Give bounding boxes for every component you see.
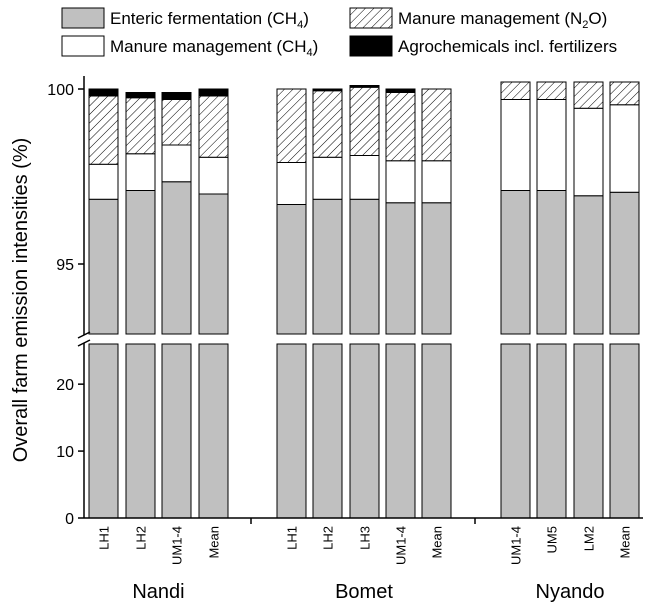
axes-layer: LH1 LH2 UM1-4 Mean LH1 LH2 LH3 UM1-4 Mean UM1-4 UM… (47, 76, 645, 603)
y-tick-label: 10 (56, 444, 74, 461)
bar-segment-manure-ch4-upper (609, 104, 640, 193)
bar-segment-enteric-upper (88, 198, 119, 335)
bar-segment-manure-ch4-upper (421, 160, 452, 204)
bar-segment-agro-upper (125, 92, 156, 99)
bar-segment-enteric-lower (573, 343, 604, 519)
bar-segment-manure-n2o-upper (349, 86, 380, 156)
category-tick-label: Mean (207, 526, 222, 559)
bar-segment-manure-n2o-upper (312, 90, 343, 158)
bar-segment-manure-n2o-upper (385, 92, 416, 162)
bar-segment-manure-n2o-upper (573, 81, 604, 109)
category-tick-label: LH3 (358, 526, 373, 550)
category-tick-label: UM5 (545, 526, 560, 553)
legend-swatch-agro (349, 35, 393, 57)
bar-segment-enteric-upper (312, 198, 343, 335)
bar-segment-manure-n2o-upper (609, 81, 640, 106)
bar-segment-enteric-lower (88, 343, 119, 519)
bar-segment-enteric-lower (161, 343, 192, 519)
bar-segment-enteric-lower (385, 343, 416, 519)
bar-segment-manure-n2o-upper (276, 88, 307, 163)
category-tick-label: LM2 (582, 526, 597, 551)
bar-segment-enteric-upper (536, 190, 567, 335)
category-tick-label: LH2 (321, 526, 336, 550)
bar-segment-enteric-lower (609, 343, 640, 519)
bar-segment-enteric-lower (536, 343, 567, 519)
legend-swatch-manure-n2o (349, 7, 393, 29)
bar-segment-enteric-lower (500, 343, 531, 519)
bar-segment-manure-n2o-upper (198, 95, 229, 158)
group-label: Bomet (335, 581, 393, 603)
bar-segment-agro-upper (385, 88, 416, 93)
category-tick-label: UM1-4 (170, 526, 185, 565)
bar-segment-enteric-lower (276, 343, 307, 519)
legend-swatch-manure-ch4 (61, 35, 105, 57)
bar-segment-enteric-lower (421, 343, 452, 519)
y-tick-label: 100 (47, 82, 74, 99)
bar-segment-agro-upper (198, 88, 229, 97)
bar-segment-enteric-upper (421, 202, 452, 335)
axis-break-band (74, 335, 645, 343)
legend-swatch-enteric (61, 7, 105, 29)
y-tick-label: 20 (56, 377, 74, 394)
bar-segment-manure-n2o-upper (421, 88, 452, 162)
bar-segment-manure-n2o-upper (536, 81, 567, 100)
bar-segment-agro-upper (88, 88, 119, 97)
y-tick-label: 95 (56, 257, 74, 274)
legend-label-agro: Agrochemicals incl. fertilizers (398, 37, 617, 56)
legend-label-enteric: Enteric fermentation (CH4) (110, 9, 309, 31)
bar-segment-manure-ch4-upper (385, 160, 416, 204)
bar-segment-enteric-upper (349, 198, 380, 335)
category-tick-label: UM1-4 (509, 526, 524, 565)
bar-segment-enteric-lower (125, 343, 156, 519)
category-tick-label: LH1 (285, 526, 300, 550)
bar-segment-manure-n2o-upper (500, 81, 531, 100)
category-tick-label: Mean (618, 526, 633, 559)
bar-segment-manure-ch4-upper (500, 99, 531, 191)
bar-segment-enteric-upper (500, 190, 531, 335)
bar-segment-enteric-upper (161, 181, 192, 335)
bar-segment-enteric-upper (573, 195, 604, 335)
bar-segment-manure-ch4-upper (573, 107, 604, 197)
legend-label-manure-ch4: Manure management (CH4) (110, 37, 318, 59)
group-label: Nandi (132, 581, 184, 603)
bar-segment-enteric-lower (349, 343, 380, 519)
bar-segment-manure-n2o-upper (161, 99, 192, 146)
category-tick-label: Mean (430, 526, 445, 559)
y-axis-label: Overall farm emission intensities (%) (10, 138, 32, 463)
bar-segment-enteric-upper (276, 204, 307, 335)
bar-segment-manure-n2o-upper (125, 97, 156, 155)
bars-layer (88, 81, 640, 519)
bar-segment-manure-ch4-upper (198, 156, 229, 195)
legend-label-manure-n2o: Manure management (N2O) (398, 9, 607, 31)
axis-break-mark (77, 339, 91, 347)
category-tick-label: UM1-4 (394, 526, 409, 565)
bar-segment-enteric-upper (609, 191, 640, 335)
bar-segment-manure-ch4-upper (349, 155, 380, 200)
bar-segment-manure-ch4-upper (312, 156, 343, 200)
bar-segment-manure-ch4-upper (161, 144, 192, 183)
bar-segment-manure-n2o-upper (88, 95, 119, 165)
bar-segment-manure-ch4-upper (125, 153, 156, 191)
bar-segment-manure-ch4-upper (276, 162, 307, 205)
bar-segment-enteric-upper (385, 202, 416, 335)
bar-segment-enteric-lower (312, 343, 343, 519)
bar-segment-enteric-upper (125, 190, 156, 335)
bar-segment-agro-upper (312, 88, 343, 92)
axis-break-mark (77, 331, 91, 339)
category-tick-label: LH1 (97, 526, 112, 550)
category-tick-label: LH2 (134, 526, 149, 550)
y-tick-label: 0 (65, 511, 74, 528)
bar-segment-agro-upper (349, 85, 380, 88)
bar-segment-enteric-lower (198, 343, 229, 519)
bar-segment-enteric-upper (198, 193, 229, 335)
bar-segment-agro-upper (161, 92, 192, 100)
legend: Enteric fermentation (CH4) Manure manage… (61, 7, 617, 59)
group-label: Nyando (536, 581, 605, 603)
bar-segment-manure-ch4-upper (88, 163, 119, 200)
bar-segment-manure-ch4-upper (536, 99, 567, 191)
